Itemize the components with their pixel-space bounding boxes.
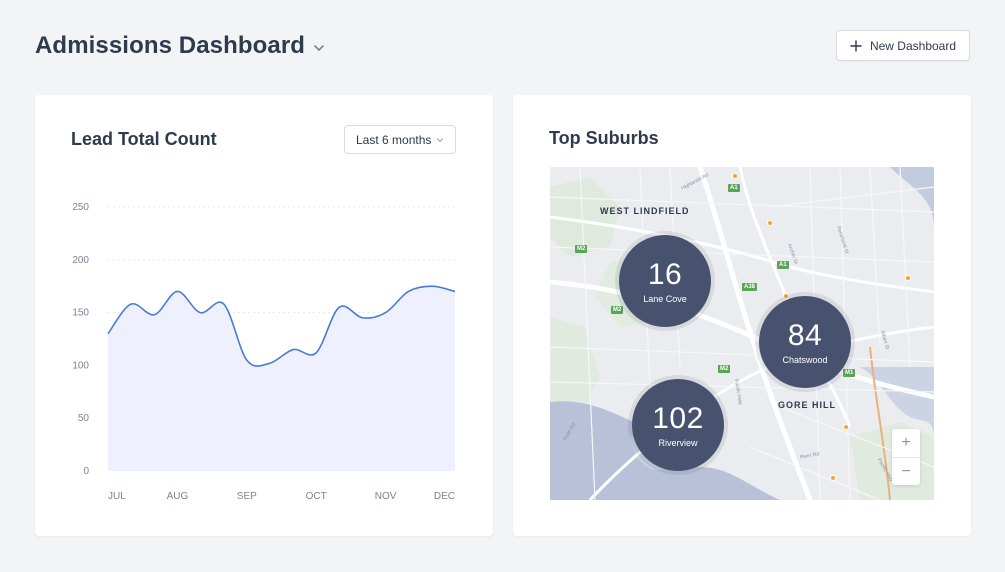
cluster-riverview[interactable]: 102 Riverview: [632, 379, 724, 471]
lead-count-card: 0 50 100 150 200 250 JUL AUG SEP OCT NOV DEC Lead …: [35, 95, 493, 536]
x-tick-label: SEP: [237, 491, 257, 502]
new-dashboard-label: New Dashboard: [869, 38, 957, 53]
chevron-down-icon: [314, 44, 324, 51]
map-zoom-control: + −: [892, 429, 920, 485]
y-tick-label: 200: [72, 255, 89, 266]
cluster-name: Lane Cove: [643, 293, 687, 304]
road-tag-m1: M1: [843, 369, 856, 377]
zoom-divider: [892, 457, 920, 458]
page-title: Admissions Dashboard: [35, 32, 306, 59]
road-tag-m2: M2: [611, 306, 624, 314]
top-suburbs-title: Top Suburbs: [549, 128, 659, 148]
chart-area-fill: [108, 286, 455, 471]
header: Admissions Dashboard New Dashboard: [35, 28, 970, 66]
cluster-chatswood[interactable]: 84 Chatswood: [759, 296, 851, 388]
cluster-lane-cove[interactable]: 16 Lane Cove: [619, 235, 711, 327]
road-tag-a1: A1: [728, 184, 740, 192]
map-label-gore-hill: GORE HILL: [778, 400, 836, 410]
poi-marker-icon: [767, 220, 773, 226]
top-suburbs-card: Top Suburbs: [513, 95, 971, 536]
map-base: [550, 167, 934, 500]
range-select-value: Last 6 months: [356, 132, 432, 147]
road-tag-m2: M2: [718, 365, 731, 373]
poi-marker-icon: [783, 293, 789, 299]
road-tag-m2: M2: [575, 245, 588, 253]
road-tag-a38: A38: [742, 283, 758, 291]
chart-series-line: [107, 285, 456, 367]
poi-marker-icon: [843, 424, 849, 430]
dashboard-selector[interactable]: Admissions Dashboard: [35, 32, 325, 60]
zoom-out-button[interactable]: −: [901, 463, 911, 480]
zoom-in-button[interactable]: +: [901, 434, 911, 451]
lead-count-title: Lead Total Count: [71, 129, 217, 149]
y-tick-label: 100: [72, 360, 89, 371]
x-tick-label: AUG: [167, 491, 189, 502]
suburbs-map[interactable]: WEST LINDFIELD GORE HILL A1 A1 M2 M2 A38…: [550, 167, 934, 500]
x-tick-label: NOV: [375, 491, 397, 502]
y-tick-label: 250: [72, 202, 89, 213]
new-dashboard-button[interactable]: New Dashboard: [836, 30, 970, 61]
y-tick-label: 150: [72, 308, 89, 319]
y-tick-label: 50: [78, 413, 90, 424]
cluster-name: Chatswood: [782, 354, 828, 365]
cluster-count: 102: [652, 401, 704, 435]
y-tick-label: 0: [83, 466, 89, 477]
road-tag-a1: A1: [777, 261, 789, 269]
cluster-name: Riverview: [658, 437, 698, 448]
map-label-west-lindfield: WEST LINDFIELD: [600, 206, 690, 216]
poi-marker-icon: [905, 275, 911, 281]
range-select[interactable]: Last 6 months: [344, 125, 456, 154]
chevron-down-icon: [436, 138, 444, 143]
poi-marker-icon: [830, 475, 836, 481]
x-tick-label: OCT: [306, 491, 327, 502]
poi-marker-icon: [732, 173, 738, 179]
lead-count-chart: 0 50 100 150 200 250 JUL AUG SEP OCT NOV DEC: [72, 202, 456, 502]
plus-icon: [850, 39, 862, 52]
cluster-count: 16: [647, 257, 683, 291]
x-tick-label: DEC: [434, 491, 455, 502]
x-tick-label: JUL: [108, 491, 126, 502]
cluster-count: 84: [787, 318, 823, 352]
